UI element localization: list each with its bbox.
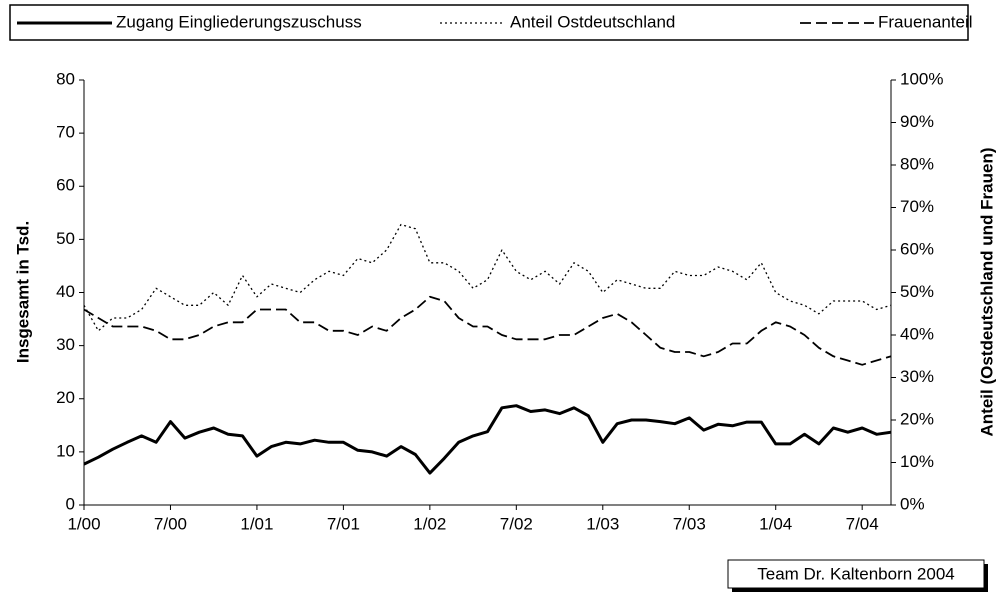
x-tick-label: 1/00 (67, 514, 100, 533)
legend-label: Zugang Eingliederungszuschuss (116, 12, 362, 31)
x-tick-label: 1/01 (240, 514, 273, 533)
y-tick-label: 60 (56, 176, 75, 195)
y2-tick-label: 70% (900, 197, 934, 216)
series-line (83, 404, 892, 475)
y2-tick-label: 10% (900, 452, 934, 471)
x-tick-label: 1/02 (413, 514, 446, 533)
y2-axis-title: Anteil (Ostdeutschland und Frauen) (977, 147, 996, 436)
x-tick-label: 7/04 (846, 514, 879, 533)
y-tick-label: 70 (56, 123, 75, 142)
series-line (83, 295, 892, 366)
annotation-box (727, 559, 985, 589)
y-tick-label: 50 (56, 229, 75, 248)
y-tick-label: 30 (56, 335, 75, 354)
y-tick-label: 40 (56, 282, 75, 301)
x-tick-label: 1/03 (586, 514, 619, 533)
y-tick-label: 0 (66, 494, 75, 513)
x-tick-label: 7/02 (500, 514, 533, 533)
y2-tick-label: 60% (900, 239, 934, 258)
x-tick-label: 1/04 (759, 514, 792, 533)
y2-tick-label: 80% (900, 154, 934, 173)
y2-tick-label: 30% (900, 367, 934, 386)
x-tick-label: 7/03 (673, 514, 706, 533)
legend-label: Anteil Ostdeutschland (510, 12, 675, 31)
y2-tick-label: 90% (900, 112, 934, 131)
y-tick-label: 10 (56, 441, 75, 460)
y2-tick-label: 50% (900, 282, 934, 301)
series-line (83, 223, 892, 332)
y2-tick-label: 20% (900, 409, 934, 428)
y-tick-label: 20 (56, 388, 75, 407)
y-axis-title: Insgesamt in Tsd. (13, 221, 32, 363)
legend-label: Frauenanteil (878, 12, 973, 31)
x-tick-label: 7/00 (154, 514, 187, 533)
y2-tick-label: 40% (900, 324, 934, 343)
y2-tick-label: 0% (900, 494, 925, 513)
annotation: Team Dr. Kaltenborn 2004 (757, 564, 955, 583)
y-tick-label: 80 (56, 69, 75, 88)
x-tick-label: 7/01 (327, 514, 360, 533)
y2-tick-label: 100% (900, 69, 943, 88)
